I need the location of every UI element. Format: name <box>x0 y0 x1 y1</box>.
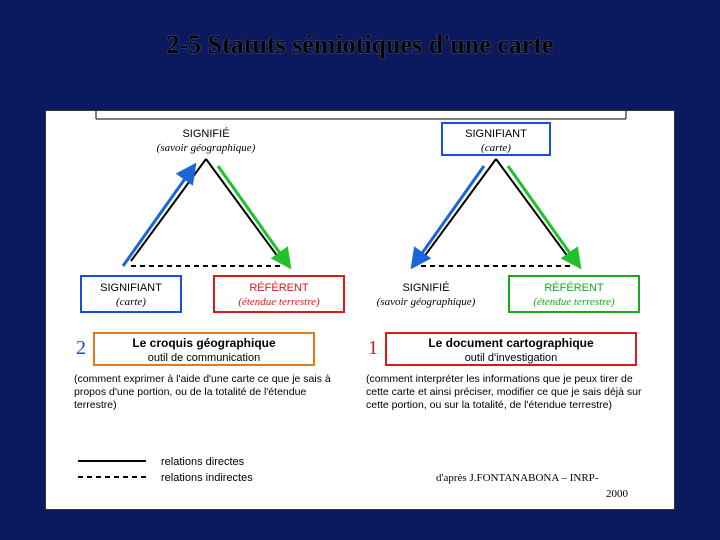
left-tri-left-edge <box>131 159 206 261</box>
right-apex-box: SIGNIFIANT (carte) <box>442 123 550 155</box>
right-br-line2: (étendue terrestre) <box>533 296 615 308</box>
left-apex-box: SIGNIFIÉ (savoir géographique) <box>157 127 256 154</box>
right-apex-line2: (carte) <box>481 142 511 154</box>
right-blue-arrow <box>413 166 484 266</box>
left-paragraph: (comment exprimer à l'aide d'une carte c… <box>74 373 339 412</box>
credit-line1: d'après J.FONTANABONA – INRP- <box>436 472 599 484</box>
left-green-arrow <box>218 166 289 266</box>
right-bl-line1: SIGNIFIÉ <box>402 281 449 294</box>
right-number: 1 <box>368 337 378 359</box>
left-bl-line1: SIGNIFIANT <box>100 282 162 294</box>
left-br-box: RÉFÉRENT (étendue terrestre) <box>214 276 344 312</box>
left-blue-arrow <box>123 166 194 266</box>
right-paragraph: (comment interpréter les informations qu… <box>366 373 651 412</box>
credit-line2: 2000 <box>606 488 629 500</box>
right-bl-box: SIGNIFIÉ (savoir géographique) <box>377 281 476 308</box>
left-apex-line2: (savoir géographique) <box>157 142 256 154</box>
left-bl-line2: (carte) <box>116 296 146 308</box>
right-desc-title: Le document cartographique <box>428 336 594 350</box>
right-tri-right-edge <box>496 159 571 261</box>
right-br-line1: RÉFÉRENT <box>544 281 604 294</box>
left-desc-sub: outil de communication <box>148 352 261 364</box>
left-apex-line1: SIGNIFIÉ <box>182 127 229 140</box>
legend-indirect: relations indirectes <box>161 472 253 484</box>
right-desc-sub: outil d'investigation <box>465 352 558 364</box>
left-br-line2: (étendue terrestre) <box>238 296 320 308</box>
right-br-box: RÉFÉRENT (étendue terrestre) <box>509 276 639 312</box>
legend-direct: relations directes <box>161 456 245 468</box>
right-tri-left-edge <box>421 159 496 261</box>
left-tri-right-edge <box>206 159 281 261</box>
diagram-panel: SIGNIFIÉ (savoir géographique) SIGNIFIAN… <box>45 110 675 510</box>
left-bl-box: SIGNIFIANT (carte) <box>81 276 181 312</box>
left-desc-box: Le croquis géographique outil de communi… <box>94 333 314 365</box>
right-green-arrow <box>508 166 579 266</box>
semiotic-diagram-svg: SIGNIFIÉ (savoir géographique) SIGNIFIAN… <box>46 111 674 509</box>
left-desc-title: Le croquis géographique <box>132 336 276 350</box>
right-bl-line2: (savoir géographique) <box>377 296 476 308</box>
left-paragraph-fo: (comment exprimer à l'aide d'une carte c… <box>74 373 339 433</box>
slide-title: 2-5 Statuts sémiotiques d'une carte <box>0 0 720 70</box>
right-paragraph-fo: (comment interpréter les informations qu… <box>366 373 651 445</box>
right-apex-line1: SIGNIFIANT <box>465 128 527 140</box>
right-desc-box: Le document cartographique outil d'inves… <box>386 333 636 365</box>
left-number: 2 <box>76 337 86 359</box>
left-br-line1: RÉFÉRENT <box>249 281 309 294</box>
